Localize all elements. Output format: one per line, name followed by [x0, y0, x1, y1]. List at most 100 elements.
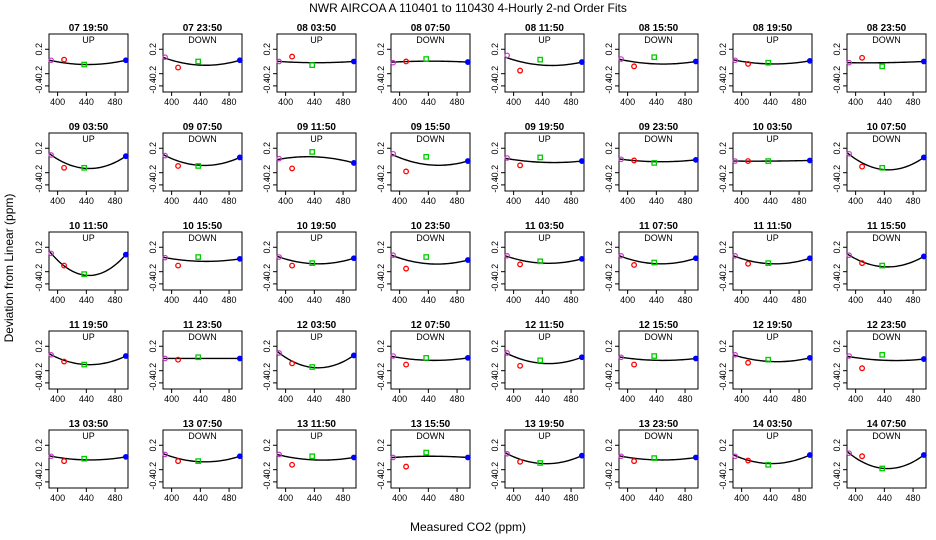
- y-tick-label: 0.2: [604, 439, 614, 452]
- data-point: [846, 450, 852, 457]
- y-tick-label: -0.2: [604, 264, 614, 280]
- panel-frame: [732, 429, 813, 489]
- y-tick-label: 0.2: [34, 340, 44, 353]
- y-tick-label: -0.2: [718, 264, 728, 280]
- panel-frame: [48, 231, 129, 291]
- y-tick-label: 0.2: [718, 142, 728, 155]
- x-tick-label: 400: [734, 196, 749, 206]
- x-tick-label: 400: [50, 493, 65, 503]
- x-tick-label: 400: [734, 394, 749, 404]
- x-tick-label: 480: [108, 97, 123, 107]
- data-point: [195, 458, 202, 464]
- x-tick-label: 480: [450, 493, 465, 503]
- y-tick-label: -0.4: [148, 474, 158, 490]
- fit-curve: [162, 256, 243, 263]
- y-tick-label: -0.4: [148, 78, 158, 94]
- x-tick-label: 440: [535, 196, 550, 206]
- data-point: [423, 449, 430, 456]
- x-tick-label: 440: [877, 196, 892, 206]
- y-tick-label: -0.4: [262, 276, 272, 292]
- data-point: [175, 163, 182, 169]
- x-tick-label: 480: [222, 196, 237, 206]
- panel-tag: UP: [82, 134, 95, 144]
- panel-tag: DOWN: [644, 431, 673, 441]
- panel-title: 13 11:50: [297, 419, 336, 430]
- x-tick-label: 400: [848, 493, 863, 503]
- data-point: [806, 157, 813, 164]
- data-point: [732, 352, 738, 358]
- x-tick-label: 440: [79, 493, 94, 503]
- panel-tag: DOWN: [416, 35, 445, 45]
- panel-title: 13 23:50: [639, 419, 679, 430]
- panel-tag: DOWN: [872, 233, 901, 243]
- x-tick-label: 440: [307, 196, 322, 206]
- fit-curve: [732, 59, 813, 65]
- y-tick-label: -0.2: [832, 165, 842, 181]
- x-tick-label: 480: [564, 295, 579, 305]
- x-tick-label: 440: [421, 295, 436, 305]
- panel-tag: UP: [310, 233, 323, 243]
- panel-title: 12 03:50: [297, 320, 337, 331]
- panel-tag: DOWN: [416, 332, 445, 342]
- data-point: [236, 355, 243, 362]
- data-point: [692, 255, 699, 262]
- data-point: [403, 463, 410, 470]
- y-tick-label: -0.2: [376, 66, 386, 82]
- fit-curve: [618, 58, 699, 65]
- x-tick-label: 400: [620, 97, 635, 107]
- panel-tag: DOWN: [872, 332, 901, 342]
- panel-title: 12 07:50: [411, 320, 451, 331]
- y-tick-label: -0.4: [718, 177, 728, 193]
- data-point: [806, 255, 813, 262]
- x-tick-label: 480: [906, 295, 921, 305]
- y-tick-label: -0.4: [376, 474, 386, 490]
- x-tick-label: 400: [848, 196, 863, 206]
- x-tick-label: 480: [222, 295, 237, 305]
- x-tick-label: 480: [906, 394, 921, 404]
- x-tick-label: 440: [307, 394, 322, 404]
- data-point: [859, 365, 866, 372]
- fit-curve: [162, 452, 243, 463]
- y-tick-label: 0.2: [832, 340, 842, 353]
- y-tick-label: -0.2: [718, 363, 728, 379]
- panel-title: 10 19:50: [297, 221, 337, 232]
- data-point: [390, 150, 396, 157]
- y-tick-label: -0.4: [832, 177, 842, 193]
- data-point: [517, 162, 524, 169]
- y-tick-label: -0.2: [262, 66, 272, 82]
- data-point: [618, 354, 624, 361]
- data-point: [846, 252, 852, 259]
- x-tick-label: 440: [877, 394, 892, 404]
- x-tick-label: 480: [222, 493, 237, 503]
- fit-curve: [390, 455, 471, 459]
- x-tick-label: 480: [336, 97, 351, 107]
- fit-curve: [618, 158, 699, 163]
- y-tick-label: 0.2: [148, 43, 158, 56]
- fit-curve: [390, 60, 471, 63]
- data-point: [879, 465, 886, 472]
- data-point: [537, 56, 544, 63]
- y-tick-label: -0.4: [34, 375, 44, 391]
- y-tick-label: -0.4: [490, 276, 500, 292]
- panel-tag: DOWN: [188, 233, 217, 243]
- data-point: [920, 154, 927, 161]
- x-tick-label: 440: [877, 295, 892, 305]
- x-tick-label: 480: [678, 295, 693, 305]
- x-tick-label: 480: [792, 97, 807, 107]
- x-tick-label: 400: [506, 493, 521, 503]
- data-point: [517, 362, 524, 369]
- y-tick-label: -0.4: [490, 177, 500, 193]
- y-tick-label: -0.2: [262, 462, 272, 478]
- x-tick-label: 440: [79, 295, 94, 305]
- y-tick-label: -0.2: [490, 363, 500, 379]
- x-tick-label: 480: [336, 394, 351, 404]
- panel-frame: [504, 429, 585, 489]
